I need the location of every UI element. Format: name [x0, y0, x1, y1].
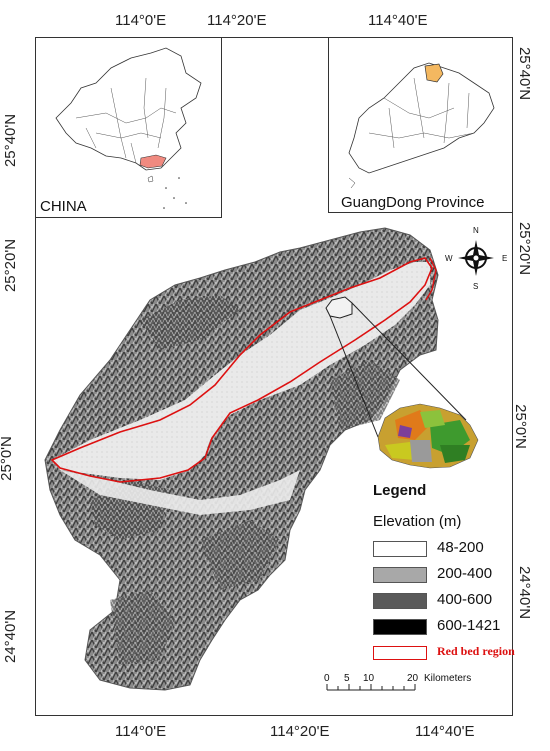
legend-label: 400-600 [437, 591, 493, 608]
legend-swatch [373, 541, 427, 557]
scale-tick-label: 20 [407, 673, 419, 684]
top-lon-tick: 114°0'E [115, 12, 167, 29]
bottom-lon-tick: 114°0'E [115, 723, 167, 740]
study-area-zoom [377, 403, 479, 469]
province-label: GuangDong Province [341, 194, 485, 211]
red-bed-label: Red bed region [437, 644, 515, 658]
compass-w: W [445, 254, 453, 263]
compass-e: E [502, 254, 508, 263]
shaoguan-highlight [424, 63, 444, 83]
legend-label: 48-200 [437, 539, 484, 556]
legend-label: 200-400 [437, 565, 493, 582]
scale-tick-label: 5 [344, 673, 350, 684]
guangdong-highlight [139, 154, 167, 169]
scale-tick-label: 10 [363, 673, 375, 684]
guangdong-map [348, 62, 495, 189]
scale-unit: Kilometers [424, 673, 472, 684]
legend-label: 600-1421 [437, 617, 501, 634]
legend-subtitle: Elevation (m) [373, 513, 462, 530]
scale-tick-label: 0 [324, 673, 330, 684]
guangdong-inset: GuangDong Province [328, 37, 513, 213]
compass-n: N [473, 226, 479, 235]
china-map [55, 47, 202, 209]
red-bed-outline [50, 257, 433, 483]
study-area-outline [325, 296, 353, 319]
red-bed-swatch [373, 646, 427, 660]
china-inset: CHINA [35, 37, 222, 218]
legend-swatch [373, 567, 427, 583]
compass-icon [458, 240, 494, 276]
china-label: CHINA [40, 198, 87, 215]
top-lon-tick: 114°20'E [207, 12, 267, 29]
legend-title: Legend [373, 482, 427, 499]
bottom-lon-tick: 114°40'E [415, 723, 475, 740]
compass-s: S [473, 282, 479, 291]
bottom-lon-tick: 114°20'E [270, 723, 330, 740]
scale-bar [326, 684, 416, 691]
legend-swatch [373, 593, 427, 609]
top-lon-tick: 114°40'E [368, 12, 428, 29]
legend-swatch [373, 619, 427, 635]
